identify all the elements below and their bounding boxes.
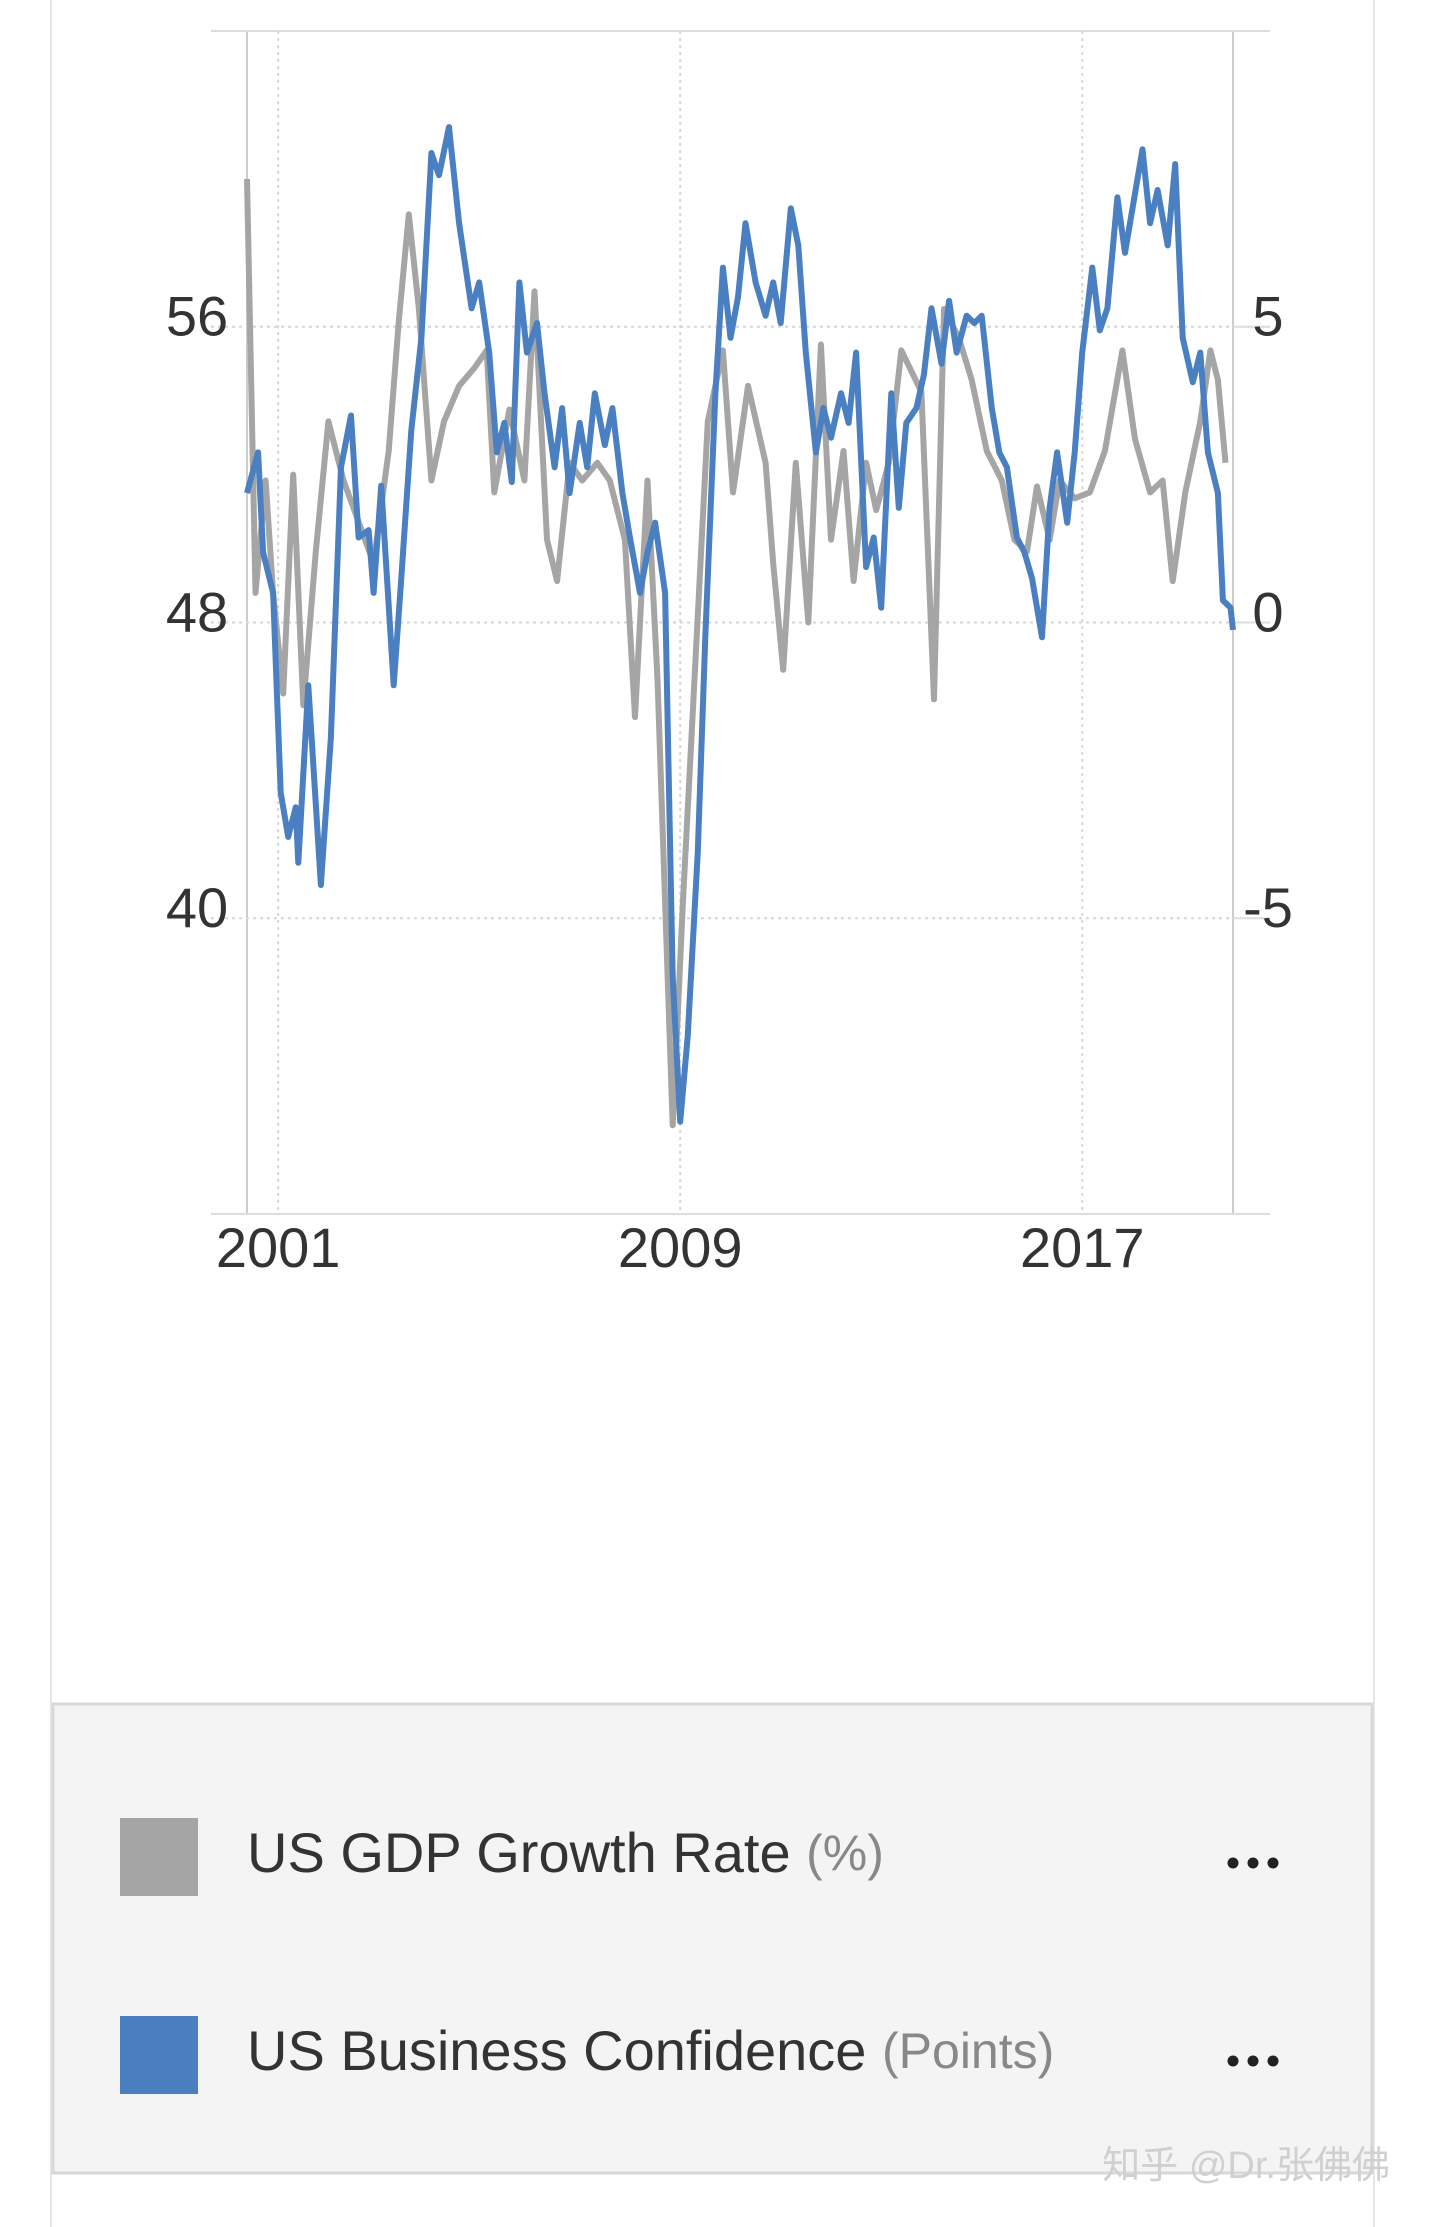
x-tick-label: 2009 <box>618 1216 743 1279</box>
legend-name: US GDP Growth Rate <box>247 1821 791 1884</box>
legend-menu-dot[interactable] <box>1247 2055 1259 2067</box>
y-tick-label: 48 <box>166 580 228 643</box>
series-line <box>244 178 1229 1129</box>
legend-menu-dot[interactable] <box>1267 1857 1279 1869</box>
series-line <box>244 124 1236 1125</box>
legend-box <box>51 1702 1374 2175</box>
legend-menu-dot[interactable] <box>1267 2055 1279 2067</box>
legend-menu-dot[interactable] <box>1227 2055 1239 2067</box>
legend-menu-dot[interactable] <box>1247 1857 1259 1869</box>
legend-swatch <box>120 1818 198 1896</box>
legend-unit: (%) <box>806 1825 884 1881</box>
legend-space <box>866 2019 882 2082</box>
legend-space <box>791 1821 807 1884</box>
legend-menu-dot[interactable] <box>1227 1857 1239 1869</box>
legend-label: US Business Confidence (Points) <box>247 2019 1054 2082</box>
legend-label: US GDP Growth Rate (%) <box>247 1821 884 1884</box>
y2-tick-label: -5 <box>1243 876 1293 939</box>
watermark: 知乎 @Dr.张佛佛 <box>1102 2145 1390 2187</box>
legend-name: US Business Confidence <box>247 2019 866 2082</box>
legend-swatch <box>120 2016 198 2094</box>
y-tick-label: 56 <box>166 285 228 348</box>
y-tick-label: 40 <box>166 876 228 939</box>
x-tick-label: 2017 <box>1020 1216 1145 1279</box>
y2-tick-label: 0 <box>1252 580 1283 643</box>
y2-tick-label: 5 <box>1252 285 1283 348</box>
x-tick-label: 2001 <box>216 1216 341 1279</box>
legend-unit: (Points) <box>882 2023 1054 2079</box>
